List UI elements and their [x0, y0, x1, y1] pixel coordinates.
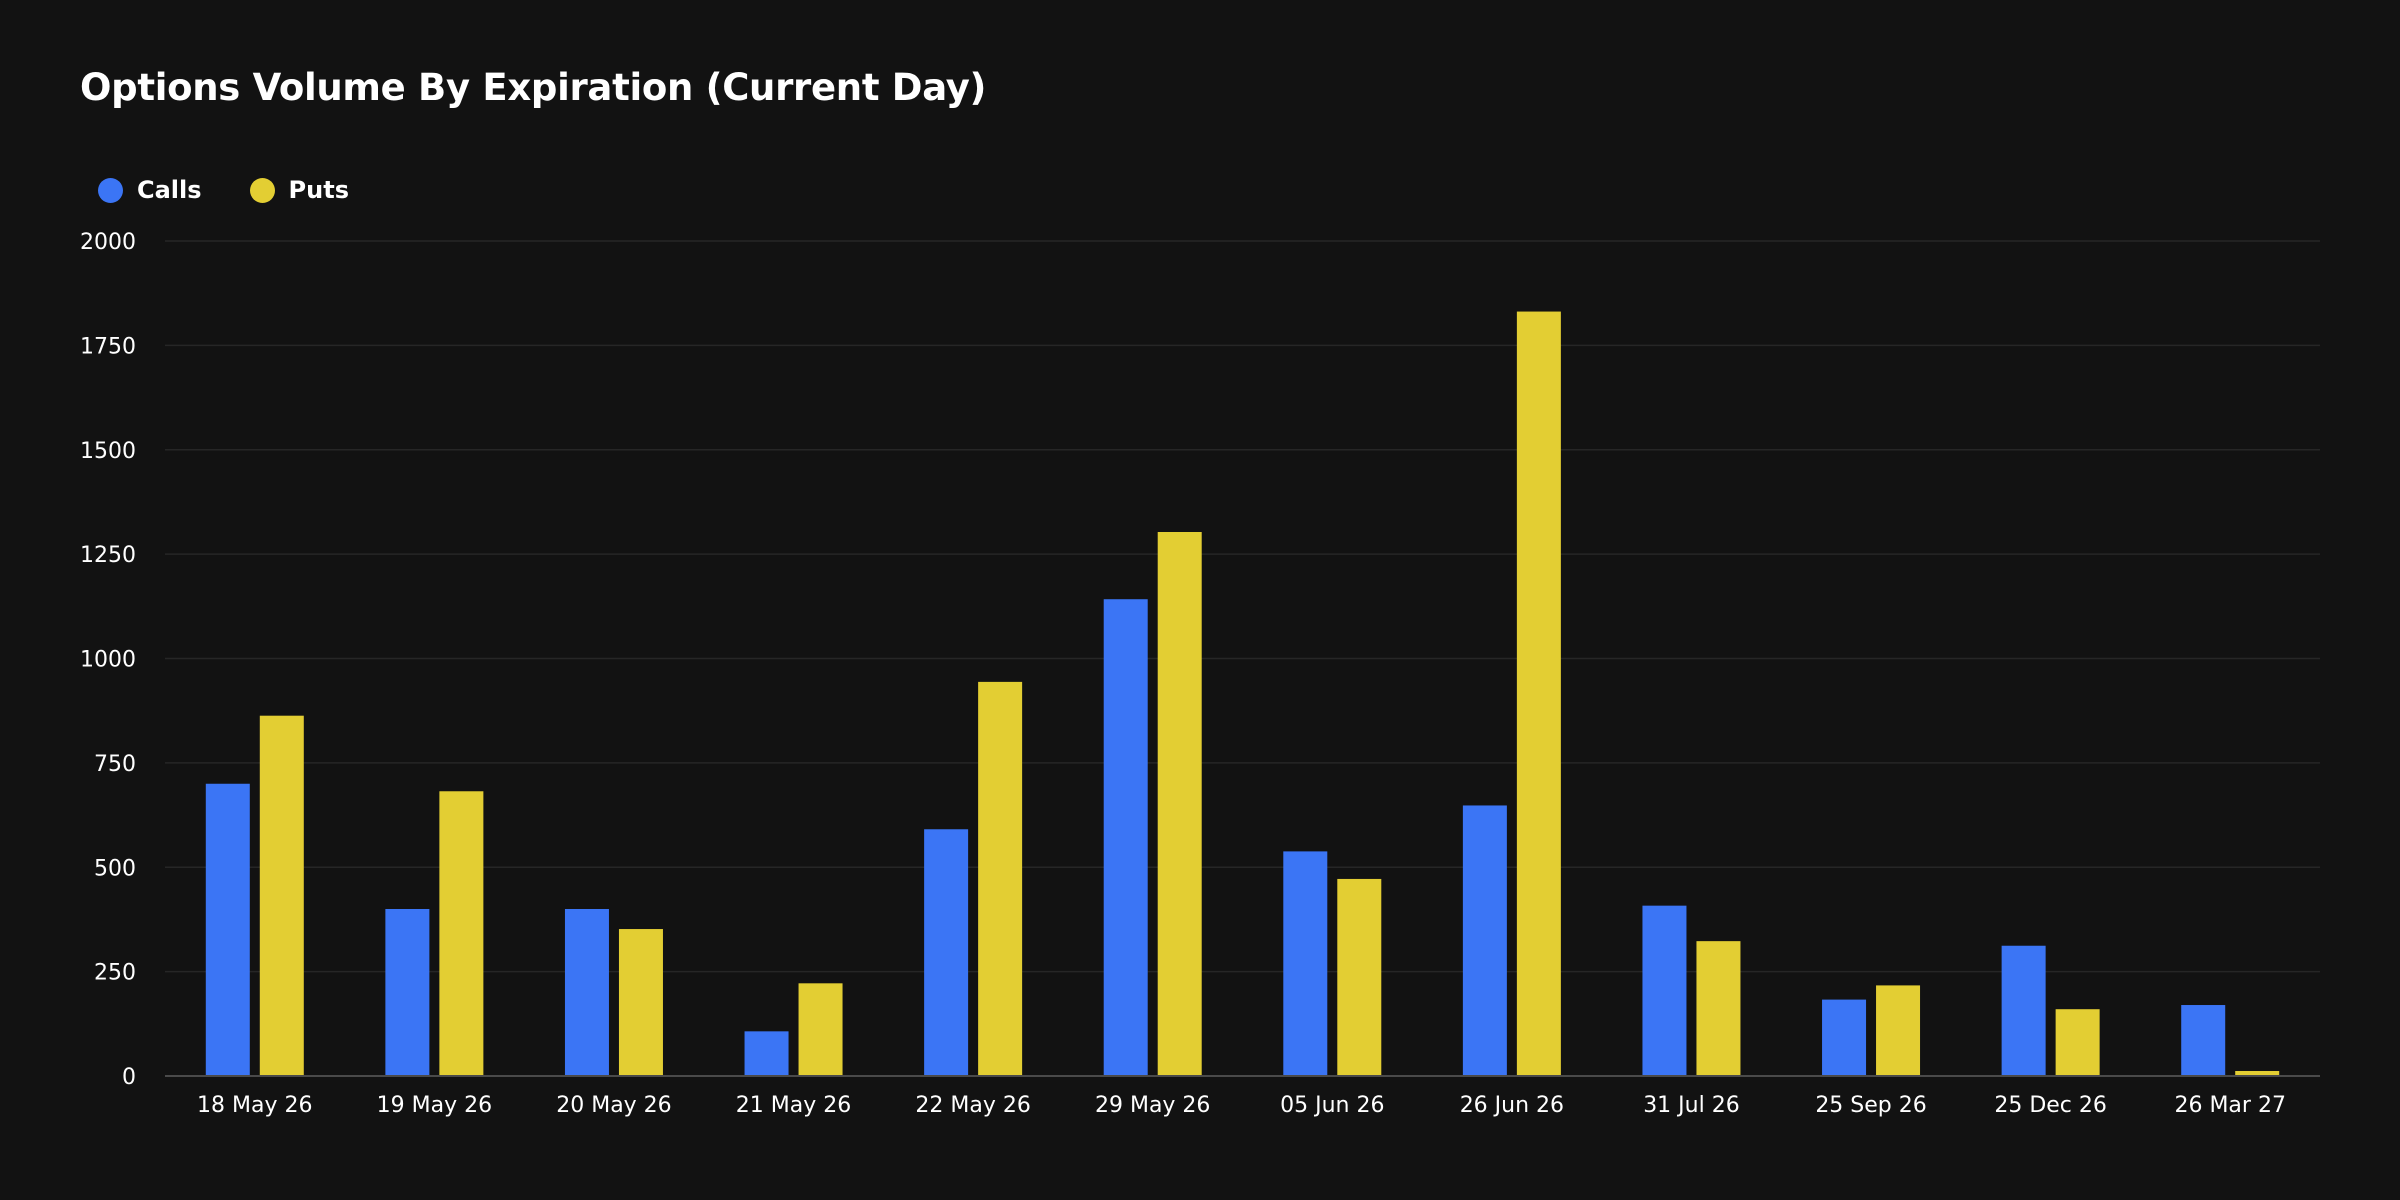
x-tick-label: 22 May 26 — [915, 1093, 1030, 1118]
bar-puts — [1876, 985, 1921, 1076]
legend-item-puts[interactable]: Puts — [249, 176, 349, 204]
bar-calls — [1822, 999, 1867, 1076]
y-tick-label: 1250 — [80, 543, 136, 568]
y-tick-label: 0 — [122, 1065, 136, 1090]
bar-calls — [385, 909, 430, 1076]
y-tick-label: 1750 — [80, 334, 136, 359]
bar-calls — [564, 909, 609, 1076]
bar-puts — [618, 929, 663, 1076]
bar-calls — [1642, 905, 1687, 1076]
bar-puts — [978, 681, 1023, 1076]
x-tick-label: 21 May 26 — [736, 1093, 851, 1118]
legend-label-calls: Calls — [137, 176, 202, 204]
legend-swatch-puts — [249, 177, 275, 203]
x-tick-label: 26 Mar 27 — [2174, 1093, 2285, 1118]
x-tick-label: 31 Jul 26 — [1643, 1093, 1740, 1118]
bar-puts — [259, 715, 304, 1076]
chart-legend: Calls Puts — [98, 176, 349, 204]
y-tick-label: 750 — [94, 752, 136, 777]
x-tick-label: 29 May 26 — [1095, 1093, 1210, 1118]
bar-calls — [1462, 805, 1507, 1076]
x-tick-label: 20 May 26 — [556, 1093, 671, 1118]
bar-puts — [1516, 311, 1561, 1076]
bar-calls — [2181, 1005, 2226, 1076]
x-tick-label: 25 Dec 26 — [1994, 1093, 2107, 1118]
y-tick-label: 250 — [94, 961, 136, 986]
x-tick-label: 18 May 26 — [197, 1093, 312, 1118]
bar-calls — [1103, 599, 1148, 1076]
bar-calls — [924, 829, 969, 1076]
y-tick-label: 500 — [94, 856, 136, 881]
bar-puts — [1157, 531, 1202, 1076]
legend-item-calls[interactable]: Calls — [98, 176, 202, 204]
y-tick-label: 2000 — [80, 230, 136, 255]
bar-puts — [1337, 878, 1382, 1076]
bar-calls — [2001, 945, 2046, 1076]
x-tick-label: 05 Jun 26 — [1280, 1093, 1384, 1118]
y-tick-label: 1500 — [80, 439, 136, 464]
bar-puts — [2055, 1009, 2100, 1076]
bar-puts — [439, 791, 484, 1076]
x-tick-label: 19 May 26 — [377, 1093, 492, 1118]
chart-title: Options Volume By Expiration (Current Da… — [80, 66, 987, 109]
bar-calls — [744, 1031, 789, 1076]
bar-calls — [1283, 851, 1328, 1076]
legend-swatch-calls — [98, 177, 123, 203]
legend-label-puts: Puts — [288, 176, 349, 204]
bar-calls — [205, 783, 250, 1076]
bar-puts — [798, 983, 843, 1076]
y-tick-label: 1000 — [80, 648, 136, 673]
bar-puts — [1696, 941, 1741, 1076]
x-tick-label: 25 Sep 26 — [1815, 1093, 1926, 1118]
bar-puts — [2235, 1070, 2280, 1076]
x-tick-label: 26 Jun 26 — [1460, 1093, 1564, 1118]
